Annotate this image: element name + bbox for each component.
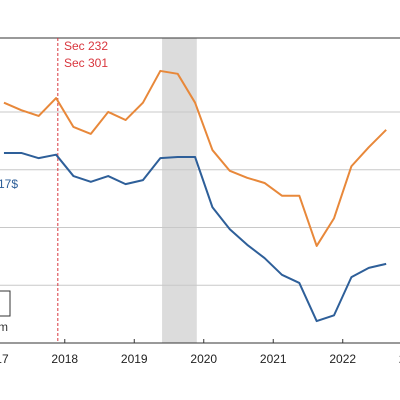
x-tick-label: 2021	[260, 352, 287, 366]
legend-text: m	[0, 320, 8, 334]
x-tick-label: 2022	[329, 352, 356, 366]
annotation: Sec 232	[64, 39, 108, 53]
legend-box	[0, 290, 11, 317]
series-line	[3, 151, 387, 323]
x-tick-label: 2019	[121, 352, 148, 366]
x-tick-label: 2017	[0, 352, 9, 366]
x-tick-label: 2023	[399, 352, 400, 366]
series-line	[3, 69, 387, 247]
annotation: Sec 301	[64, 56, 108, 70]
series-label: 17$	[0, 177, 18, 191]
x-tick-label: 2018	[51, 352, 78, 366]
x-tick-label: 2020	[190, 352, 217, 366]
recession-shade	[162, 38, 197, 343]
plot-area: 2017 2018 2019 2020 2021 2022 2023	[0, 37, 400, 366]
